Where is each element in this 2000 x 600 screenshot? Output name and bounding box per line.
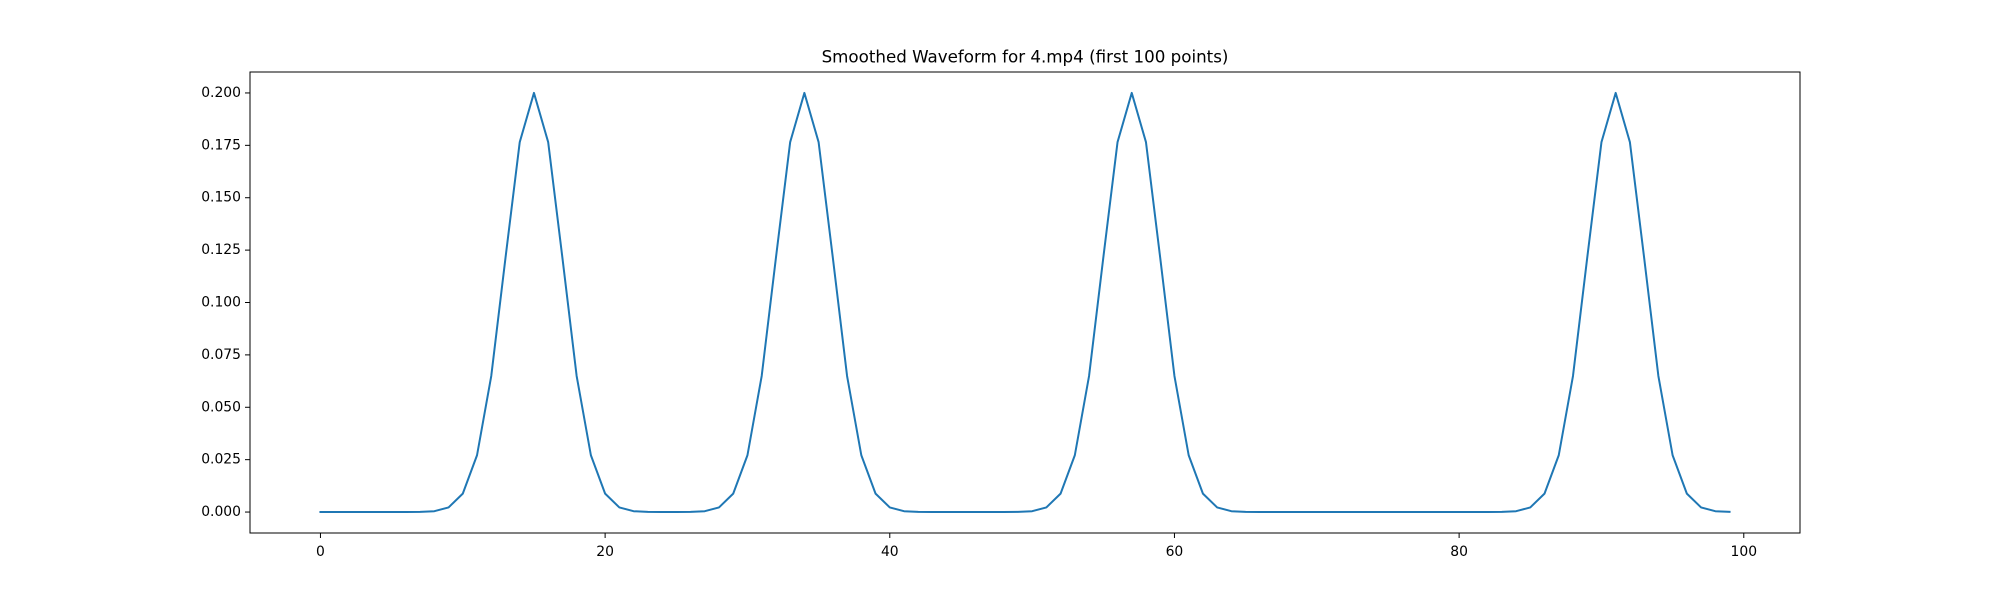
plot-frame: [249, 71, 1801, 534]
y-tick-label: 0.050: [201, 399, 241, 415]
waveform-line: [319, 91, 1731, 514]
y-tick-label: 0.125: [201, 242, 241, 258]
x-tick-label: 20: [596, 544, 614, 560]
y-tick-label: 0.000: [201, 504, 241, 520]
y-tick-label: 0.150: [201, 190, 241, 206]
chart-title: Smoothed Waveform for 4.mp4 (first 100 p…: [822, 47, 1229, 67]
x-tick-label: 80: [1450, 544, 1468, 560]
y-tick-label: 0.175: [201, 137, 241, 153]
x-tick-label: 60: [1166, 544, 1184, 560]
x-tick-label: 40: [881, 544, 899, 560]
x-tick-label: 100: [1731, 544, 1758, 560]
x-tick-label: 0: [316, 544, 325, 560]
y-tick-label: 0.100: [201, 295, 241, 311]
y-tick-label: 0.075: [201, 347, 241, 363]
y-tick-label: 0.025: [201, 452, 241, 468]
y-tick-label: 0.200: [201, 85, 241, 101]
